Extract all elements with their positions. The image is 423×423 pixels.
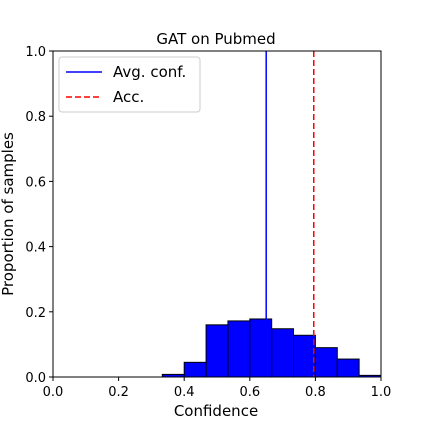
histogram-bar (271, 328, 295, 378)
legend-label-avg-conf: Avg. conf. (113, 63, 186, 81)
legend-box (58, 56, 201, 113)
histogram-bar (336, 358, 360, 378)
legend: Avg. conf. Acc. (58, 56, 201, 113)
y-tick-label: 1.0 (25, 45, 46, 60)
y-tick-label: 0.0 (25, 371, 46, 386)
legend-label-acc: Acc. (113, 88, 144, 106)
y-tick-label: 0.8 (25, 110, 46, 125)
histogram-bar (249, 318, 273, 378)
x-tick-label: 1.0 (371, 385, 392, 400)
chart-title: GAT on Pubmed (156, 30, 275, 48)
bars-group (161, 318, 382, 378)
histogram-bar (183, 361, 207, 378)
reference-lines-group (265, 51, 315, 377)
x-tick-label: 0.6 (239, 385, 260, 400)
histogram-bar (205, 324, 229, 378)
x-tick-label: 0.4 (174, 385, 195, 400)
y-tick-label: 0.4 (25, 241, 46, 256)
x-axis-ticks: 0.0 0.2 0.4 0.6 0.8 1.0 (43, 377, 392, 400)
histogram-bar (227, 320, 251, 378)
histogram-bar (314, 347, 338, 378)
histogram-bar (293, 334, 316, 378)
y-axis-ticks: 0.0 0.2 0.4 0.6 0.8 1.0 (25, 45, 53, 386)
y-tick-label: 0.2 (25, 306, 46, 321)
x-tick-label: 0.0 (43, 385, 64, 400)
x-axis-label: Confidence (174, 402, 258, 420)
plot-frame (52, 50, 382, 378)
x-tick-label: 0.2 (108, 385, 129, 400)
y-axis-label: Proportion of samples (0, 132, 17, 296)
y-tick-label: 0.6 (25, 175, 46, 190)
x-tick-label: 0.8 (305, 385, 326, 400)
